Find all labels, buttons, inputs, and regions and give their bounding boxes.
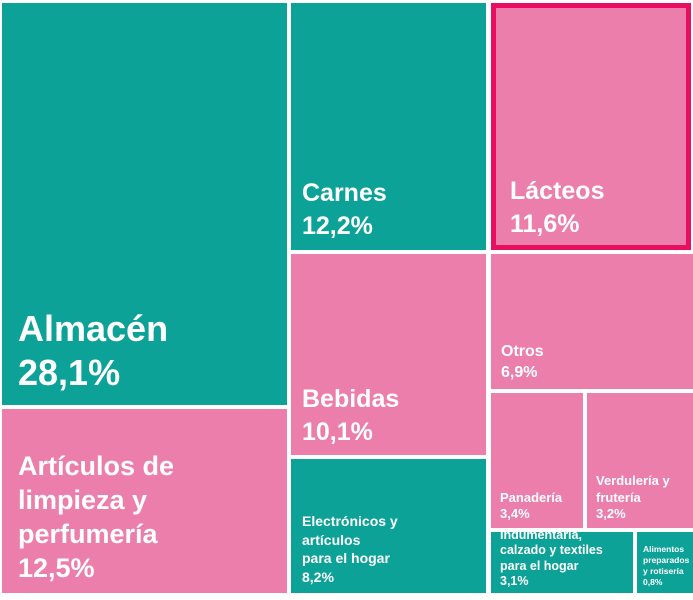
tile-almacen-value: 28,1% — [18, 352, 121, 394]
tile-almacen[interactable]: Almacén 28,1% — [2, 3, 287, 405]
tile-bebidas[interactable]: Bebidas 10,1% — [291, 254, 486, 455]
tile-verduleria-value: 3,2% — [596, 506, 626, 522]
tile-panaderia-label: Panadería — [500, 489, 563, 505]
tile-lacteos-value: 11,6% — [510, 209, 580, 238]
tile-articulos-value: 12,5% — [18, 552, 95, 583]
tile-otros[interactable]: Otros 6,9% — [491, 254, 693, 389]
tile-verduleria-fruteria[interactable]: Verdulería y frutería 3,2% — [587, 393, 693, 528]
tile-otros-label: Otros — [501, 343, 544, 361]
tile-panaderia[interactable]: Panadería 3,4% — [491, 393, 583, 528]
tile-alimentos-label: Alimentos preparados y rotisería — [643, 543, 690, 576]
tile-articulos-label: Artículos de limpieza y perfumería — [18, 450, 175, 549]
tile-carnes-label: Carnes — [302, 179, 387, 207]
tile-panaderia-value: 3,4% — [500, 506, 530, 522]
tile-indumentaria-label: Indumentaria, calzado y textiles para el… — [500, 528, 603, 573]
tile-almacen-label: Almacén — [18, 308, 169, 350]
tile-bebidas-label: Bebidas — [302, 385, 400, 413]
tile-alimentos-value: 0,8% — [643, 576, 663, 587]
tile-carnes-value: 12,2% — [302, 211, 373, 240]
tile-electronicos-value: 8,2% — [302, 568, 334, 585]
tile-alimentos-preparados[interactable]: Alimentos preparados y rotisería 0,8% — [637, 532, 693, 593]
tile-indumentaria-value: 3,1% — [500, 573, 529, 588]
tile-bebidas-value: 10,1% — [302, 417, 373, 446]
tile-otros-value: 6,9% — [501, 363, 538, 381]
tile-articulos-limpieza-perfumeria[interactable]: Artículos de limpieza y perfumería 12,5% — [2, 409, 287, 593]
tile-indumentaria-textiles[interactable]: Indumentaria, calzado y textiles para el… — [491, 528, 633, 593]
tile-electronicos-label: Electrónicos y artículos para el hogar — [302, 513, 398, 567]
tile-carnes[interactable]: Carnes 12,2% — [291, 3, 486, 250]
tile-lacteos-label: Lácteos — [510, 177, 605, 205]
tile-verduleria-label: Verdulería y frutería — [596, 473, 670, 505]
tile-electronicos-hogar[interactable]: Electrónicos y artículos para el hogar 8… — [291, 459, 486, 593]
tile-lacteos-highlighted[interactable]: Lácteos 11,6% — [491, 3, 691, 250]
